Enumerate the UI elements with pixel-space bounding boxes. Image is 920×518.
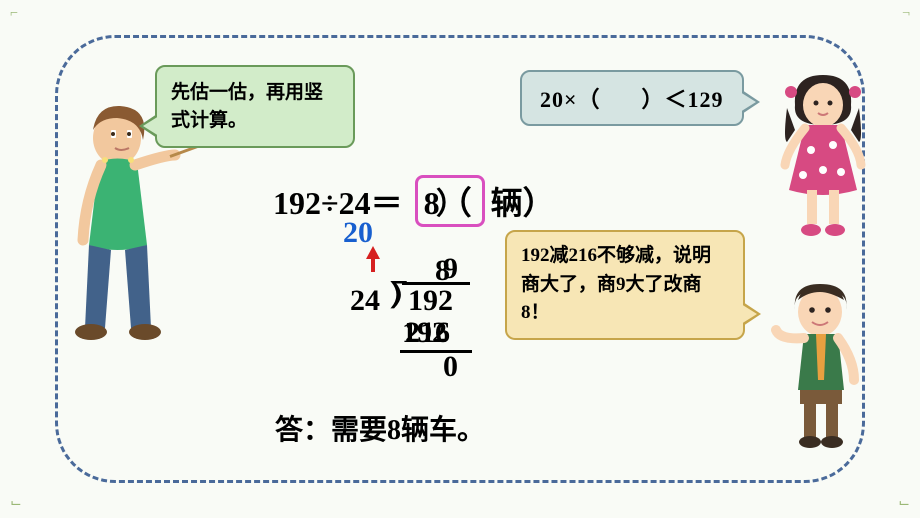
dividend: 192 xyxy=(408,284,453,318)
divisor: 24 xyxy=(350,284,380,318)
bubble-left: 先估一估，再用竖式计算。 xyxy=(155,65,355,148)
ineq-right: ）＜129 xyxy=(642,87,724,112)
corner-br: ⌙ xyxy=(898,495,910,512)
equation-lhs: 192÷24＝ xyxy=(273,185,403,221)
remainder: 0 xyxy=(443,350,458,384)
rounded-divisor: 20 xyxy=(343,216,373,250)
equation-line: 192÷24＝ 8（ 辆） xyxy=(273,175,555,227)
product-right: 192 xyxy=(402,316,447,350)
answer-sentence: 答：需要8辆车。 xyxy=(275,408,485,448)
corner-bl: ⌙ xyxy=(10,495,22,512)
bubble-bottom-right: 192减216不够减，说明商大了，商9大了改商8！ xyxy=(505,230,745,340)
corner-tr: ¬ xyxy=(902,6,910,22)
bubble-top-right: 20×（ ）＜129 xyxy=(520,70,744,126)
girl-illustration xyxy=(775,70,870,240)
arrow-stem xyxy=(371,256,375,272)
equation-unit: 辆） xyxy=(491,185,555,221)
stray-closeparen: ） xyxy=(436,179,466,223)
bar-bottom xyxy=(400,350,472,353)
corner-tl: ⌐ xyxy=(10,6,18,22)
boy-illustration xyxy=(770,280,870,450)
division-bracket: ⟌ xyxy=(390,281,406,314)
ineq-left: 20×（ xyxy=(540,87,601,112)
